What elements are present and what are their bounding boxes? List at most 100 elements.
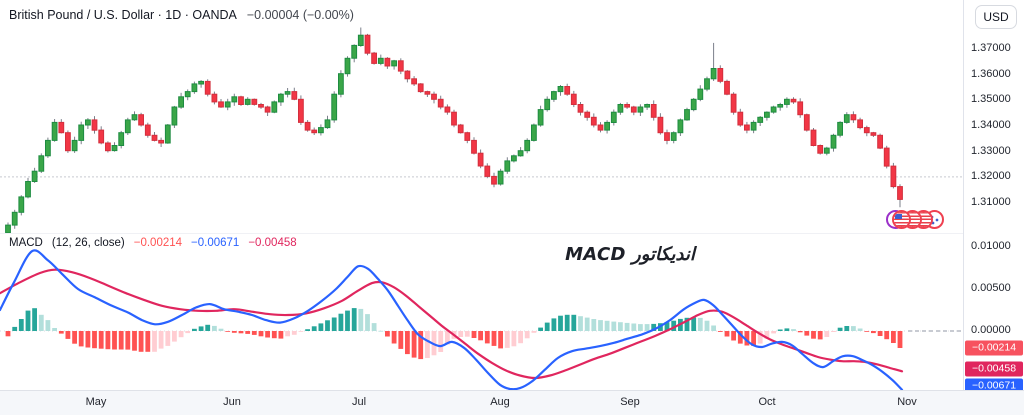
candle [797,101,804,116]
macd-histogram-bar [325,320,330,331]
macd-histogram-bar [551,318,557,331]
macd-line[interactable] [0,249,904,391]
symbol-title[interactable]: British Pound / U.S. Dollar · 1D · OANDA [9,8,237,22]
price-scale-axis[interactable]: 1.37000 1.36000 1.35000 1.34000 1.33000 1.320… [963,0,1024,394]
macd-histogram-bar [777,329,783,331]
macd-histogram-bar [857,328,863,331]
candle [231,96,238,103]
macd-histogram-bar [212,325,217,331]
price-pane[interactable] [0,0,963,233]
macd-histogram-bar [498,331,503,349]
macd-histogram-bar [105,331,111,350]
macd-histogram-bar [631,323,637,331]
macd-histogram-bar [5,331,11,337]
macd-histogram-bar [831,331,836,332]
macd-histogram-bar [711,325,716,331]
candle [883,147,890,167]
time-scale-axis[interactable]: May Jun Jul Aug Sep Oct Nov [0,390,1024,415]
macd-histogram-bar [531,331,537,333]
candle [238,96,244,106]
macd-histogram-bar [891,331,896,343]
macd-histogram-bar [98,331,104,349]
candle [717,68,724,82]
candle [391,60,398,67]
macd-histogram-bar [425,331,430,358]
month-label: Jul [351,396,367,408]
price-axis-label: 1.34000 [971,119,1011,131]
macd-histogram-bar [511,331,517,347]
macd-histogram-bar [691,317,697,331]
candle [78,124,85,141]
economic-events-cluster[interactable] [886,210,946,230]
candle [211,93,218,103]
candle [624,104,631,108]
candle [171,106,178,126]
macd-axis-label: 0.00500 [971,282,1011,294]
candle [570,93,577,105]
price-chart-svg[interactable] [0,0,963,233]
macd-histogram-bar [145,331,151,352]
candle [644,104,651,108]
currency-unit-button[interactable]: USD [975,5,1017,29]
macd-histogram-bar [544,322,550,331]
macd-histogram-bar [411,331,417,358]
macd-histogram-bar [638,324,643,331]
candle [551,91,557,100]
macd-histogram-bar [25,310,31,331]
macd-axis-label: 0.01000 [971,240,1011,252]
macd-axis-label: 0.00000 [971,324,1011,336]
candle [424,91,431,95]
macd-histogram-bar [358,308,364,331]
price-axis-label: 1.32000 [971,170,1011,183]
macd-histogram-bar [851,326,856,331]
us-flag-event-icon[interactable] [892,210,911,229]
macd-histogram-bar [178,331,184,338]
macd-chart-svg[interactable] [0,234,963,391]
candle [45,139,51,157]
price-axis-label: 1.31000 [971,196,1011,208]
price-axis-label: 1.36000 [971,67,1011,80]
candle [25,181,31,198]
macd-signal-value: −0.00458 [248,237,297,249]
candle [451,111,457,126]
candle [857,119,864,129]
candle [364,34,371,54]
macd-pane[interactable] [0,233,963,391]
candle [144,124,151,136]
macd-histogram-bar [837,327,843,331]
macd-histogram-bar [578,316,583,331]
macd-histogram-bar [724,331,730,337]
candle [431,93,437,100]
macd-histogram-bar [351,308,357,331]
macd-histogram-bar [52,328,57,331]
macd-histogram-bar [584,317,590,331]
candle [18,196,25,213]
candle [218,101,224,108]
macd-histogram-bar [771,331,776,334]
macd-histogram-bar [165,331,171,346]
macd-histogram-bar [245,331,251,334]
candle [204,80,211,95]
candle [757,116,764,123]
candle [577,104,584,113]
macd-histogram-bar [604,320,610,331]
candle [457,124,464,134]
candle [11,211,18,226]
macd-histogram-bar [405,331,410,355]
candle [890,165,897,188]
macd-legend[interactable]: MACD (12, 26, close) −0.00214 −0.00671 −… [9,237,297,249]
macd-histogram-bar [491,331,497,346]
macd-signal-line[interactable] [0,268,904,380]
candle [604,121,611,131]
candle [770,106,777,113]
candle [411,78,418,85]
candle [351,44,358,59]
symbol-title-bar[interactable]: British Pound / U.S. Dollar · 1D · OANDA… [9,8,354,22]
candle [497,170,504,185]
macd-histogram-bar [125,331,131,350]
candle [138,114,144,126]
macd-histogram-bar [571,314,577,331]
macd-histogram-bar [205,324,211,331]
candle [670,132,677,141]
macd-histogram-bar [438,331,444,352]
